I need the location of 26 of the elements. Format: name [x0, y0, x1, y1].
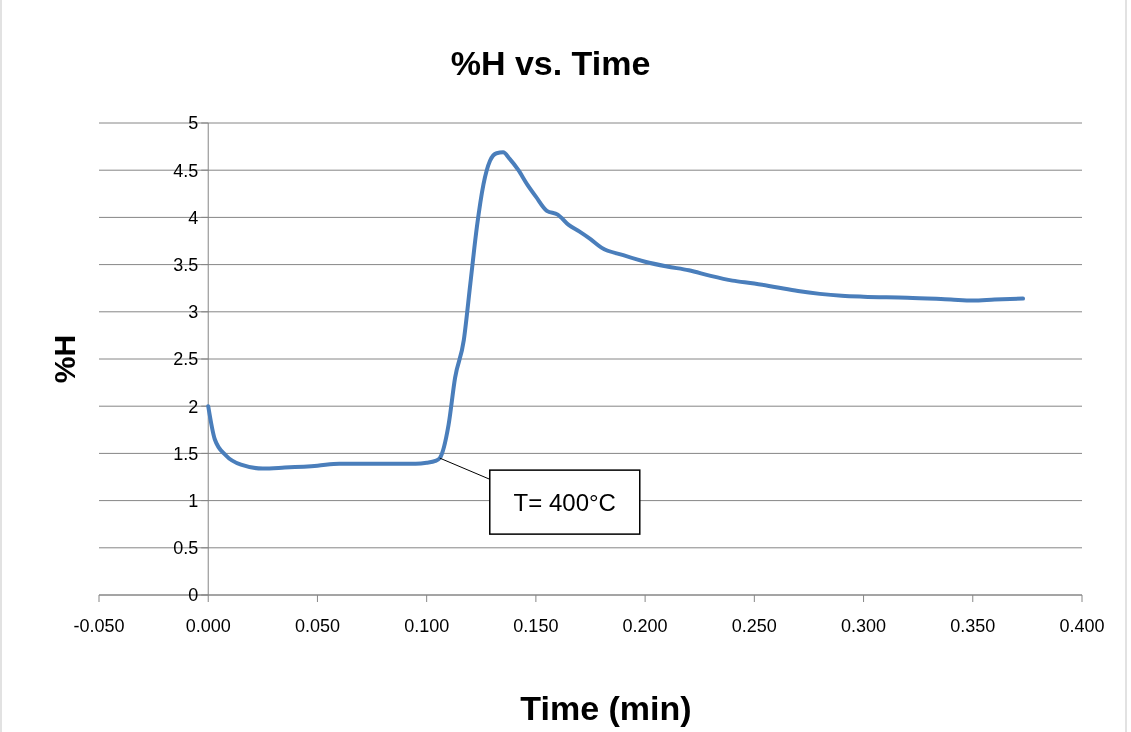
line-series — [206, 150, 1026, 471]
x-tick-label: -0.050 — [73, 616, 125, 636]
x-axis-title: Time (min) — [520, 689, 692, 727]
y-tick-label: 4.5 — [173, 160, 199, 181]
y-axis-title: %H — [48, 334, 81, 384]
x-tick-label: 0.400 — [1059, 616, 1105, 636]
y-tick-label: 3 — [188, 302, 199, 323]
annotation: T= 400°C — [513, 488, 616, 516]
x-tick-label: 0.100 — [404, 616, 450, 636]
y-tick-label: 3.5 — [173, 254, 199, 275]
y-tick-label: 0.5 — [173, 538, 199, 559]
y-tick-label: 0 — [188, 585, 199, 606]
x-tick-label: 0.150 — [513, 616, 559, 636]
x-tick-label: 0.350 — [950, 616, 996, 636]
x-tick-label: 0.300 — [841, 616, 887, 636]
y-tick-label: 2 — [188, 396, 199, 417]
y-tick-label: 2.5 — [173, 349, 199, 370]
x-tick-label: 0.250 — [731, 616, 777, 636]
chart-title: %H vs. Time — [450, 44, 651, 82]
y-tick-label: 1 — [188, 490, 199, 511]
y-tick-label: 5 — [188, 113, 199, 134]
y-tick-label: 1.5 — [173, 443, 199, 464]
x-tick-label: 0.200 — [622, 616, 668, 636]
x-tick-label: 0.050 — [294, 616, 340, 636]
y-tick-label: 4 — [188, 207, 199, 228]
x-tick-label: 0.000 — [185, 616, 231, 636]
